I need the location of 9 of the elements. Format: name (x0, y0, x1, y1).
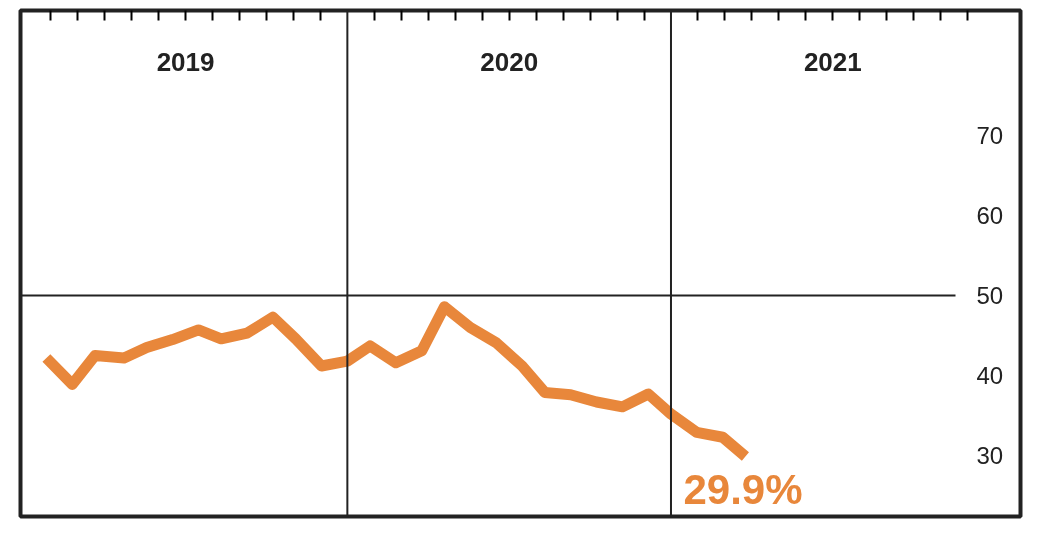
x-tick-label: 2021 (803, 46, 862, 77)
y-tick-label: 40 (976, 362, 1004, 390)
y-tick-label: 30 (976, 442, 1004, 470)
y-tick-label: 60 (976, 201, 1004, 229)
x-tick-label: 2019 (156, 46, 215, 77)
y-tick-label: 50 (976, 282, 1004, 310)
annotation: 29.9% (683, 466, 803, 514)
x-tick-label: 2020 (480, 46, 539, 77)
y-tick-label: 70 (976, 121, 1004, 149)
